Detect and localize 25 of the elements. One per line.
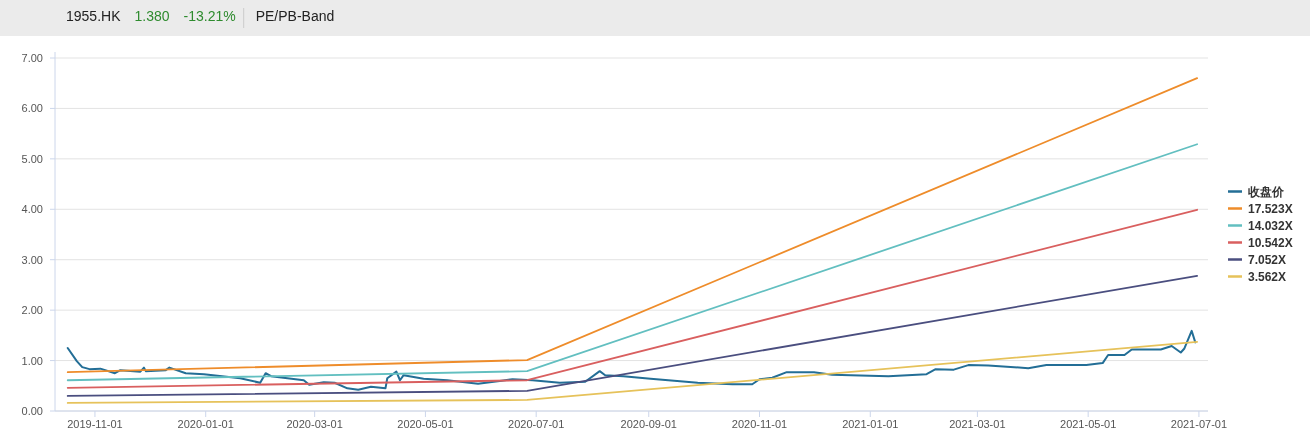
- legend-label: 10.542X: [1248, 235, 1293, 250]
- y-tick-label: 3.00: [21, 253, 43, 266]
- legend-label: 7.052X: [1248, 252, 1287, 267]
- x-tick-label: 2021-01-01: [842, 418, 899, 430]
- y-tick-label: 7.00: [21, 52, 43, 64]
- y-tick-label: 6.00: [21, 102, 43, 115]
- x-tick-label: 2020-09-01: [620, 418, 677, 430]
- legend-label: 3.562X: [1248, 269, 1287, 284]
- y-tick-label: 0.00: [21, 405, 43, 417]
- x-tick-label: 2021-07-01: [1170, 418, 1228, 430]
- y-tick-label: 1.00: [21, 354, 43, 367]
- x-tick-label: 2020-05-01: [397, 418, 454, 430]
- x-tick-label: 2021-05-01: [1060, 418, 1117, 430]
- y-tick-label: 2.00: [21, 304, 43, 317]
- legend-label: 17.523X: [1248, 201, 1293, 216]
- y-tick-label: 5.00: [21, 152, 43, 165]
- legend-label: 收盘价: [1248, 184, 1285, 199]
- y-tick-label: 4.00: [21, 203, 43, 216]
- x-tick-label: 2019-11-01: [67, 418, 123, 430]
- x-tick-label: 2020-03-01: [286, 418, 343, 430]
- x-tick-label: 2021-03-01: [949, 418, 1006, 430]
- legend-label: 14.032X: [1248, 218, 1293, 233]
- x-tick-label: 2020-01-01: [177, 418, 234, 430]
- x-tick-label: 2020-07-01: [508, 418, 565, 430]
- x-tick-label: 2020-11-01: [731, 418, 788, 430]
